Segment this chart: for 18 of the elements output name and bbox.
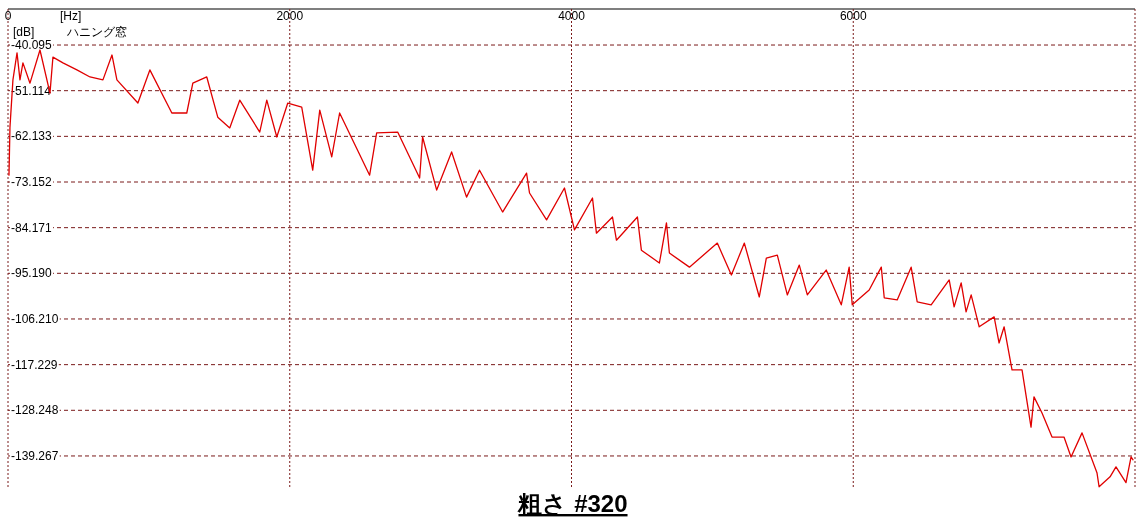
y-tick-label: -106.210: [11, 311, 59, 326]
x-tick-label: 4000: [558, 9, 586, 23]
y-tick-label: -117.229: [11, 357, 58, 372]
x-tick-label: 0: [4, 9, 12, 23]
y-tick-label: -62.133: [11, 129, 53, 144]
line-series: [8, 49, 1134, 488]
y-tick-label: -95.190: [11, 266, 53, 281]
y-tick-label: -73.152: [11, 175, 53, 189]
y-tick-label: -128.248: [11, 403, 59, 418]
y-tick-label: -84.171: [11, 220, 53, 235]
x-axis-title: [Hz]: [60, 9, 82, 23]
x-tick-label: 6000: [839, 9, 867, 23]
annotation: ハニング窓: [66, 25, 127, 39]
y-axis-title: [dB]: [13, 25, 35, 39]
y-tick-label: -40.095: [11, 38, 53, 53]
x-tick-label: 2000: [276, 9, 304, 23]
text: 粗さ #320: [517, 490, 628, 517]
y-tick-label: -139.267: [11, 448, 59, 463]
